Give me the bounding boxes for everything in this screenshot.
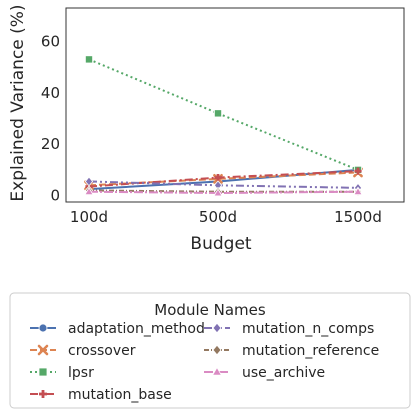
y-tick-label: 20 (41, 135, 60, 153)
legend-item-lpsr: lpsr (30, 365, 94, 381)
plot-area: 0 20 40 60 100d 500d 1500d (41, 7, 405, 226)
y-tick-label: 0 (50, 187, 60, 205)
series-line (88, 58, 359, 171)
data-point (214, 173, 222, 182)
y-tick-label: 60 (41, 32, 60, 50)
legend-label: crossover (68, 343, 136, 359)
legend-marker (37, 344, 49, 356)
legend-item-crossover: crossover (30, 343, 136, 359)
data-point (213, 188, 223, 197)
x-tick-label: 1500d (334, 208, 382, 226)
x-tick-label: 100d (70, 208, 108, 226)
legend-marker (212, 344, 222, 356)
legend-item-use-archive: use_archive (204, 365, 325, 381)
legend-label: use_archive (242, 365, 325, 381)
data-point (213, 109, 222, 118)
legend-item-mutation-base: mutation_base (30, 387, 172, 403)
legend-label: mutation_base (68, 387, 172, 403)
data-point (85, 55, 94, 64)
marker-stroke (37, 344, 49, 356)
legend-label: adaptation_method (68, 321, 205, 337)
legend-item-adaptation-method: adaptation_method (30, 321, 205, 337)
y-tick-label: 40 (41, 84, 60, 102)
legend-item-mutation-n-comps: mutation_n_comps (204, 321, 374, 337)
legend-box (9, 292, 411, 409)
legend-item-mutation-reference: mutation_reference (204, 343, 379, 359)
legend-label: mutation_reference (242, 343, 379, 359)
x-axis-label: Budget (190, 234, 251, 254)
data-point (353, 186, 363, 196)
series-use-archive (84, 186, 363, 197)
series-line (88, 190, 359, 195)
legend-marker (38, 323, 48, 333)
legend: Module Names adaptation_method crossover lp… (9, 292, 411, 409)
x-tick-label: 500d (199, 208, 237, 226)
legend-marker (38, 367, 48, 377)
legend-title: Module Names (154, 301, 266, 319)
data-point (84, 186, 94, 196)
legend-label: lpsr (68, 365, 94, 381)
y-axis-label: Explained Variance (%) (8, 4, 28, 201)
plot-frame (65, 7, 405, 203)
legend-marker (212, 322, 222, 334)
legend-label: mutation_n_comps (242, 321, 374, 337)
data-point (354, 167, 362, 175)
legend-marker (39, 390, 47, 398)
legend-marker (211, 366, 223, 376)
